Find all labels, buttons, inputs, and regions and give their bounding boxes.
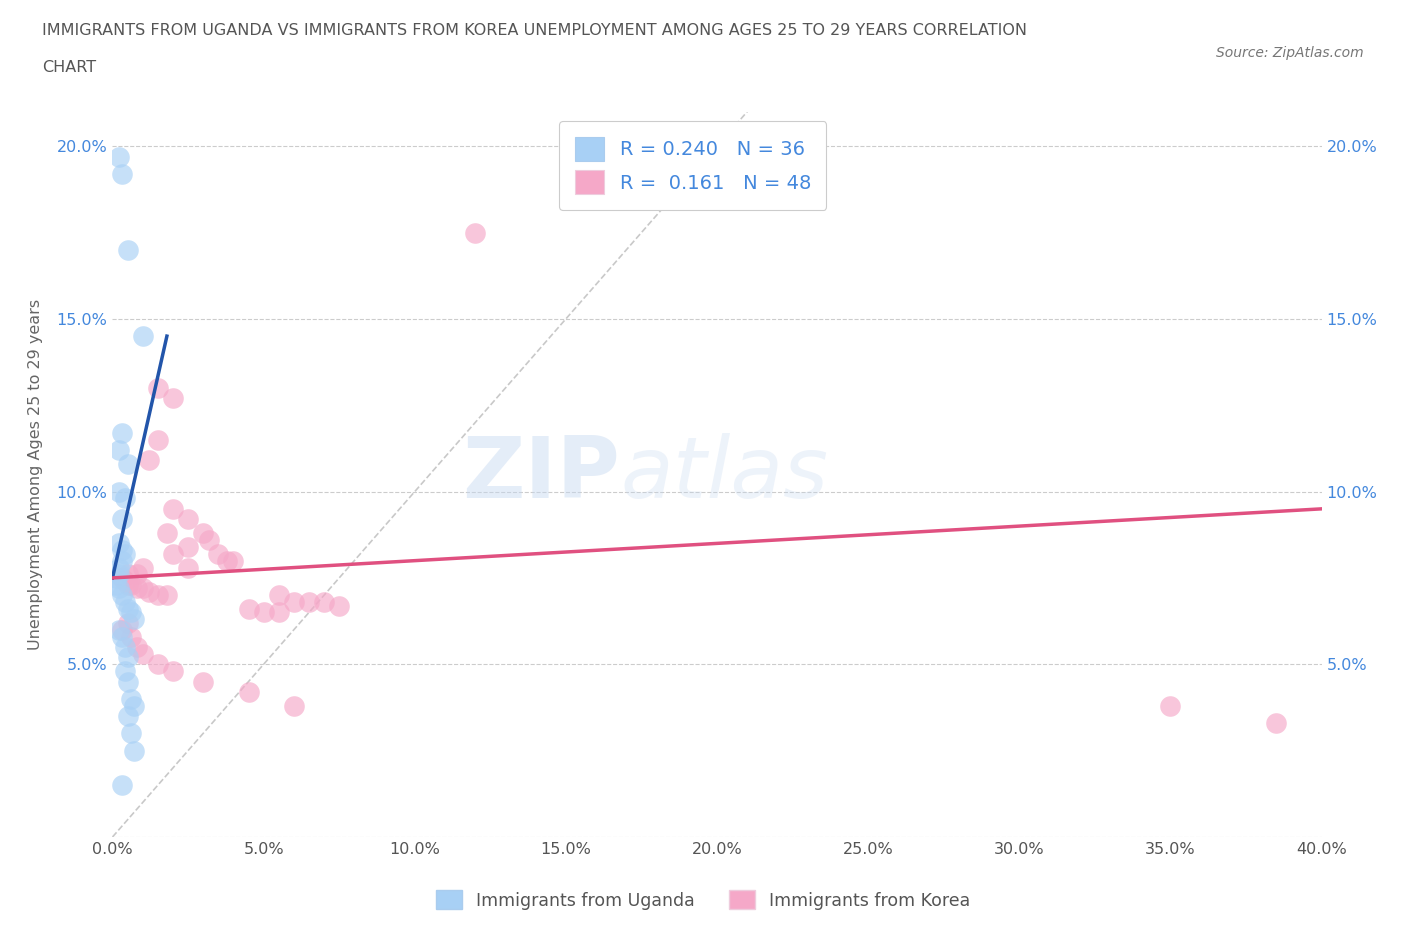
Point: [114, 594, 136, 609]
Point: [122, 612, 145, 627]
Point: [107, 536, 129, 551]
Point: [298, 594, 321, 609]
Point: [120, 691, 142, 706]
Point: [114, 491, 136, 506]
Point: [146, 657, 169, 671]
Point: [107, 581, 129, 596]
Point: [283, 594, 305, 609]
Point: [117, 650, 139, 665]
Point: [1159, 698, 1181, 713]
Point: [114, 546, 136, 561]
Legend: R = 0.240   N = 36, R =  0.161   N = 48: R = 0.240 N = 36, R = 0.161 N = 48: [560, 121, 827, 209]
Point: [283, 698, 305, 713]
Point: [314, 594, 336, 609]
Point: [177, 512, 200, 526]
Point: [117, 567, 139, 582]
Text: Source: ZipAtlas.com: Source: ZipAtlas.com: [1216, 46, 1364, 60]
Point: [110, 512, 132, 526]
Point: [114, 574, 136, 589]
Point: [122, 698, 145, 713]
Legend: Immigrants from Uganda, Immigrants from Korea: Immigrants from Uganda, Immigrants from …: [429, 884, 977, 917]
Text: CHART: CHART: [42, 60, 96, 75]
Point: [253, 605, 276, 620]
Point: [177, 539, 200, 554]
Point: [207, 546, 229, 561]
Point: [132, 328, 155, 343]
Point: [156, 588, 179, 603]
Point: [107, 443, 129, 458]
Point: [138, 453, 160, 468]
Point: [110, 622, 132, 637]
Point: [267, 605, 290, 620]
Point: [162, 546, 184, 561]
Point: [464, 225, 486, 240]
Point: [198, 533, 221, 548]
Point: [120, 630, 142, 644]
Point: [146, 432, 169, 447]
Point: [217, 553, 239, 568]
Point: [125, 640, 148, 655]
Point: [138, 584, 160, 599]
Point: [156, 525, 179, 540]
Point: [162, 501, 184, 516]
Point: [117, 243, 139, 258]
Point: [104, 570, 127, 585]
Point: [162, 664, 184, 679]
Point: [120, 578, 142, 592]
Point: [117, 602, 139, 617]
Text: IMMIGRANTS FROM UGANDA VS IMMIGRANTS FROM KOREA UNEMPLOYMENT AMONG AGES 25 TO 29: IMMIGRANTS FROM UGANDA VS IMMIGRANTS FRO…: [42, 23, 1028, 38]
Point: [117, 674, 139, 689]
Point: [110, 166, 132, 181]
Point: [107, 560, 129, 575]
Point: [238, 684, 260, 699]
Point: [146, 380, 169, 395]
Point: [125, 581, 148, 596]
Point: [1265, 715, 1288, 730]
Point: [107, 622, 129, 637]
Point: [117, 578, 139, 592]
Point: [125, 567, 148, 582]
Point: [117, 457, 139, 472]
Point: [110, 588, 132, 603]
Text: atlas: atlas: [620, 432, 828, 516]
Point: [222, 553, 245, 568]
Point: [162, 391, 184, 405]
Point: [328, 598, 350, 613]
Point: [114, 664, 136, 679]
Point: [110, 425, 132, 440]
Point: [107, 149, 129, 164]
Point: [132, 560, 155, 575]
Point: [191, 525, 214, 540]
Y-axis label: Unemployment Among Ages 25 to 29 years: Unemployment Among Ages 25 to 29 years: [28, 299, 42, 650]
Point: [238, 602, 260, 617]
Point: [177, 560, 200, 575]
Point: [120, 605, 142, 620]
Point: [191, 674, 214, 689]
Point: [146, 588, 169, 603]
Point: [267, 588, 290, 603]
Point: [110, 570, 132, 585]
Point: [110, 777, 132, 792]
Point: [120, 726, 142, 741]
Point: [110, 543, 132, 558]
Text: ZIP: ZIP: [463, 432, 620, 516]
Point: [110, 630, 132, 644]
Point: [107, 485, 129, 499]
Point: [132, 581, 155, 596]
Point: [117, 616, 139, 631]
Point: [132, 646, 155, 661]
Point: [122, 743, 145, 758]
Point: [107, 567, 129, 582]
Point: [117, 709, 139, 724]
Point: [114, 640, 136, 655]
Point: [104, 578, 127, 592]
Point: [110, 553, 132, 568]
